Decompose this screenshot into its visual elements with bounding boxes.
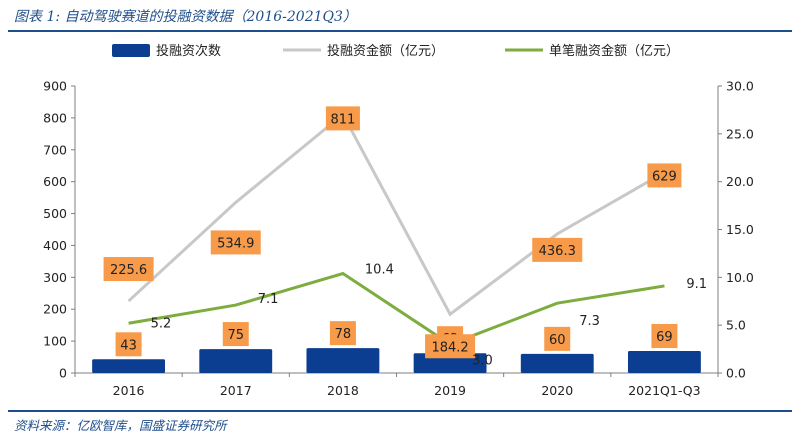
label-count: 43 xyxy=(115,332,142,357)
bar-count xyxy=(306,348,380,373)
label-amount-text: 811 xyxy=(331,112,356,127)
y-right-tick-label: 20.0 xyxy=(726,174,754,189)
label-count: 75 xyxy=(222,322,249,347)
y-right-tick-label: 10.0 xyxy=(726,270,754,285)
y-right-tick-label: 0.0 xyxy=(726,366,746,381)
y-left-tick-label: 900 xyxy=(43,79,67,94)
label-amount: 629 xyxy=(647,163,682,188)
y-left-tick-label: 700 xyxy=(43,142,67,157)
label-amount-text: 225.6 xyxy=(110,263,147,278)
label-count: 60 xyxy=(544,326,571,351)
label-amount-box xyxy=(532,237,583,262)
bar-count xyxy=(520,353,594,373)
label-amount-box xyxy=(425,334,476,359)
y-left-tick-label: 300 xyxy=(43,270,67,285)
label-count-text: 69 xyxy=(656,330,673,345)
line-series xyxy=(127,112,666,346)
label-amount-text: 184.2 xyxy=(431,340,468,355)
y-left-tick-label: 200 xyxy=(43,302,67,317)
label-single-amount: 7.1 xyxy=(258,292,279,307)
label-count-box xyxy=(544,326,571,351)
legend-item-count: 投融资次数 xyxy=(112,43,221,59)
legend-item-single: 单笔融资金额（亿元） xyxy=(505,43,679,59)
y-right-tick-label: 30.0 xyxy=(726,79,754,94)
label-count-box xyxy=(651,323,678,348)
legend-label: 投融资金额（亿元） xyxy=(327,43,444,59)
label-single-amount: 7.3 xyxy=(579,314,600,329)
label-count-box xyxy=(222,322,249,347)
x-tick-label: 2019 xyxy=(434,383,466,398)
source-note: 资料来源：亿欧智库，国盛证券研究所 xyxy=(14,418,227,433)
label-amount-box xyxy=(325,106,360,131)
y-left-tick-label: 0 xyxy=(59,366,67,381)
y-left-tick-label: 800 xyxy=(43,110,67,125)
label-count-box xyxy=(329,321,356,346)
source-rule xyxy=(8,410,792,412)
label-count: 78 xyxy=(329,321,356,346)
x-tick-label: 2016 xyxy=(113,383,145,398)
bar-count xyxy=(92,359,166,373)
label-count: 69 xyxy=(651,323,678,348)
label-count-box xyxy=(115,332,142,357)
label-single-amount: 5.2 xyxy=(151,316,172,331)
label-single-amount: 10.4 xyxy=(365,263,394,278)
label-amount-text: 629 xyxy=(652,169,677,184)
label-amount-text: 436.3 xyxy=(539,244,576,259)
label-count-text: 75 xyxy=(227,328,244,343)
title-rule xyxy=(8,30,792,32)
y-left-tick-label: 500 xyxy=(43,206,67,221)
label-count-text: 78 xyxy=(335,327,352,342)
legend-swatch-bar xyxy=(112,44,150,57)
label-amount: 225.6 xyxy=(103,257,154,282)
label-amount-box xyxy=(103,257,154,282)
axes: 0 100 200 300 400 500 600 700 800 900 0.0 5.0 10.0 15… xyxy=(43,79,754,399)
label-amount: 534.9 xyxy=(210,230,261,255)
x-tick-label: 2018 xyxy=(327,383,359,398)
label-count-text: 60 xyxy=(549,333,566,348)
line-single-amount xyxy=(128,271,665,346)
x-tick-label: 2017 xyxy=(220,383,252,398)
bar-count xyxy=(627,350,701,373)
x-tick-label: 2021Q1-Q3 xyxy=(628,383,700,398)
legend-label: 单笔融资金额（亿元） xyxy=(549,43,679,59)
label-amount: 811 xyxy=(325,106,360,131)
x-tick-label: 2020 xyxy=(541,383,573,398)
y-right-tick-label: 25.0 xyxy=(726,126,754,141)
label-count-text: 43 xyxy=(120,338,137,353)
label-single-amount: 9.1 xyxy=(686,277,707,292)
y-right-tick-label: 15.0 xyxy=(726,222,754,237)
label-amount-text: 534.9 xyxy=(217,236,254,251)
figure-title: 图表 1: 自动驾驶赛道的投融资数据（2016-2021Q3） xyxy=(14,9,357,25)
y-left-tick-label: 400 xyxy=(43,238,67,253)
label-amount-box xyxy=(210,230,261,255)
bar-count xyxy=(199,349,273,373)
y-right-tick-label: 5.0 xyxy=(726,318,746,333)
y-left-tick-label: 100 xyxy=(43,334,67,349)
bar-series xyxy=(92,348,701,373)
y-left-tick-label: 600 xyxy=(43,174,67,189)
line-amount xyxy=(127,112,666,317)
label-single-amount: 3.0 xyxy=(472,353,493,368)
legend-item-amount: 投融资金额（亿元） xyxy=(283,43,444,59)
legend-label: 投融资次数 xyxy=(156,43,221,59)
data-labels: 437578626069225.6534.9811184.2436.36295.… xyxy=(103,106,707,368)
label-amount-box xyxy=(647,163,682,188)
legend: 投融资次数 投融资金额（亿元） 单笔融资金额（亿元） xyxy=(112,43,679,59)
label-amount: 436.3 xyxy=(532,237,583,262)
label-amount: 184.2 xyxy=(425,334,476,359)
